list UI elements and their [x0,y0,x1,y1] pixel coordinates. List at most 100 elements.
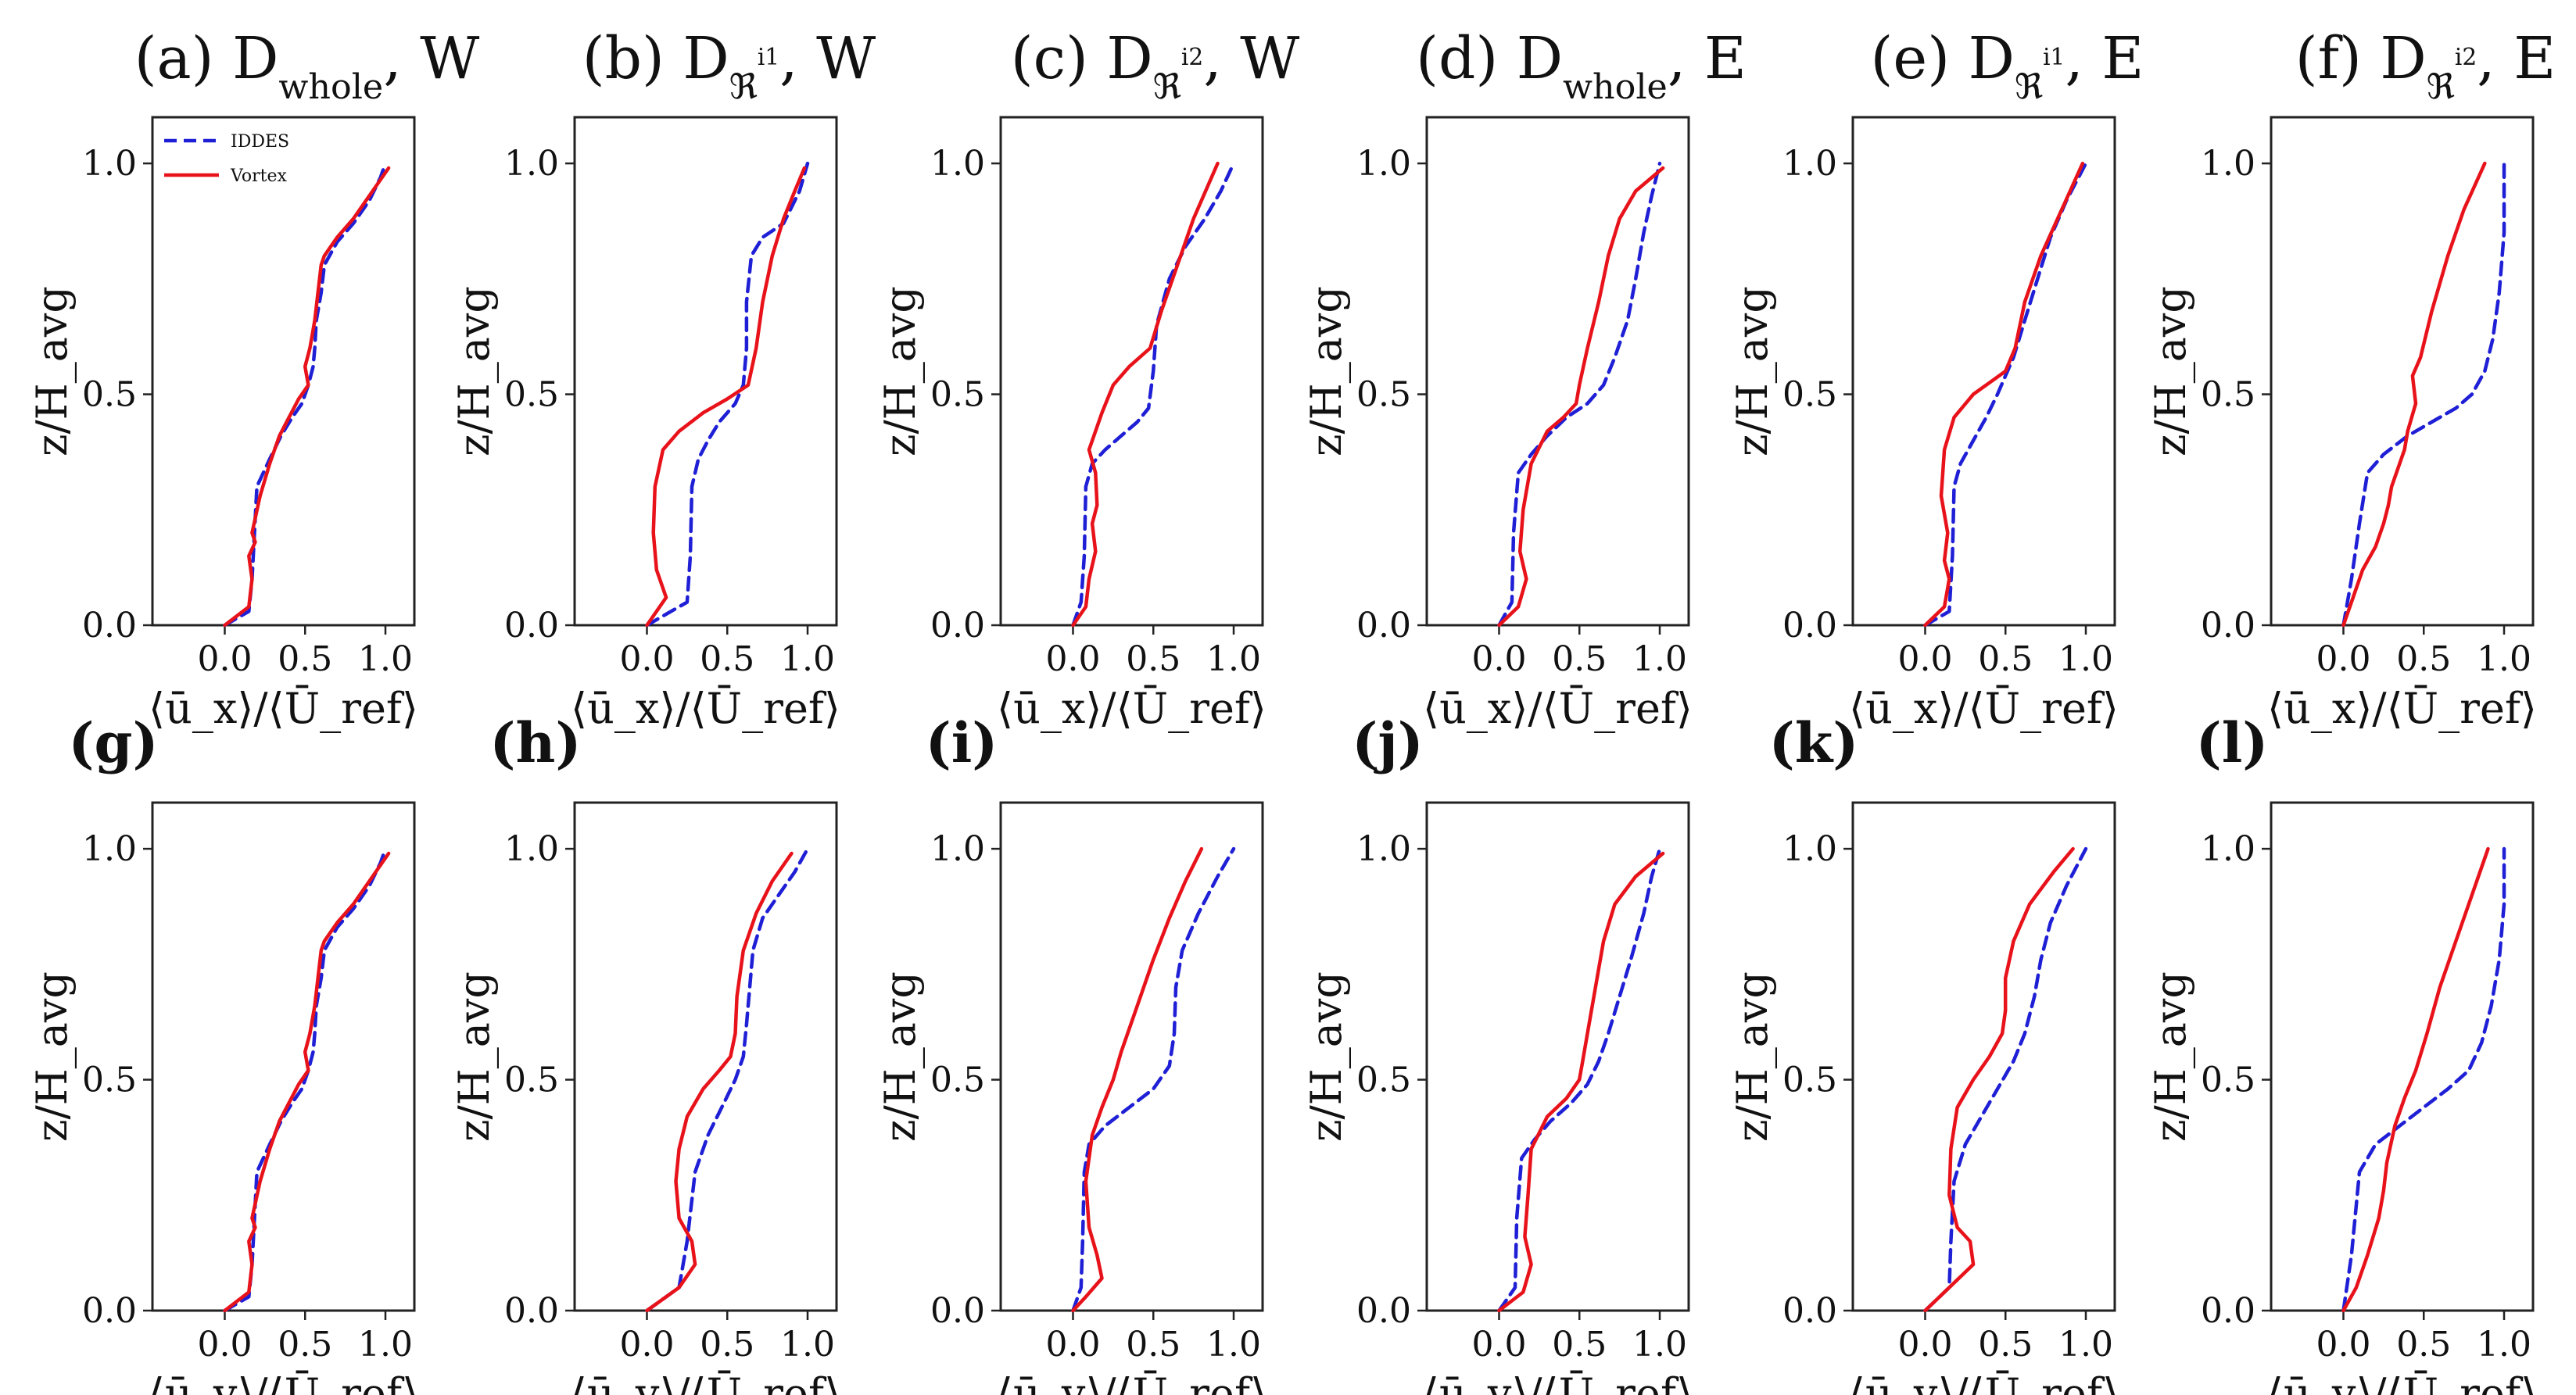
y-axis-label-f: z/H_avg [2146,286,2195,456]
series-vortex-f [2341,161,2487,628]
panel-k: (k) 0.0 0.5 1.0 0.0 0.5 1.0 z/H_avg ⟨ū_y⟩/⟨Ū_ref… [1728,710,2119,1395]
y-tick-label-i-0: 0.0 [930,1291,985,1331]
legend: IDDES Vortex [164,132,289,186]
panel-j: (j) 0.0 0.5 1.0 0.0 0.5 1.0 z/H_avg ⟨ū_y⟩/⟨Ū_ref… [1302,710,1693,1395]
x-tick-label-c-1: 0.5 [1126,639,1181,679]
y-axis-label-k: z/H_avg [1728,971,1777,1142]
x-axis-label-j: ⟨ū_y⟩/⟨Ū_ref⟩ [1423,1369,1693,1395]
x-axis-label-h: ⟨ū_y⟩/⟨Ū_ref⟩ [571,1369,840,1395]
series-iddes-c [1071,161,1236,628]
y-tick-label-a-1: 0.5 [82,375,137,415]
x-tick-label-e-0: 0.0 [1897,639,1952,679]
x-tick-label-i-1: 0.5 [1126,1325,1181,1365]
panel-title-h: (h) [489,710,581,775]
panel-title-e: (e) Dℜi1, E [1871,25,2144,107]
plot-frame-i [999,801,1264,1312]
y-tick-label-i-2: 1.0 [930,829,985,869]
x-tick-label-g-1: 0.5 [278,1325,332,1365]
plot-frame-j [1425,801,1690,1312]
x-axis-label-c: ⟨ū_x⟩/⟨Ū_ref⟩ [997,684,1267,733]
y-tick-label-g-0: 0.0 [82,1291,137,1331]
y-tick-label-f-1: 0.5 [2201,375,2255,415]
series-vortex-h [645,851,794,1313]
x-tick-label-h-0: 0.0 [619,1325,674,1365]
x-tick-label-g-2: 1.0 [358,1325,413,1365]
x-tick-label-f-0: 0.0 [2316,639,2370,679]
x-tick-label-j-2: 1.0 [1632,1325,1687,1365]
y-tick-label-b-1: 0.5 [504,375,559,415]
x-axis-label-g: ⟨ū_y⟩/⟨Ū_ref⟩ [149,1369,418,1395]
y-tick-label-j-1: 0.5 [1356,1061,1411,1100]
panel-i: (i) 0.0 0.5 1.0 0.0 0.5 1.0 z/H_avg ⟨ū_y⟩/⟨Ū_ref… [876,710,1267,1395]
series-iddes-i [1071,846,1236,1313]
panel-title-b: (b) Dℜi1, W [582,25,876,107]
y-tick-label-k-0: 0.0 [1782,1291,1837,1331]
series-vortex-a [223,166,391,628]
y-axis-label-g: z/H_avg [27,971,77,1142]
x-tick-label-c-0: 0.0 [1045,639,1100,679]
x-tick-label-j-1: 0.5 [1552,1325,1607,1365]
y-tick-label-d-0: 0.0 [1356,606,1411,646]
legend-label-iddes: IDDES [231,132,289,152]
plot-frame-k [1851,801,2116,1312]
panel-title-g: (g) [68,710,158,775]
x-tick-label-j-0: 0.0 [1471,1325,1526,1365]
y-tick-label-d-2: 1.0 [1356,144,1411,184]
y-tick-label-c-1: 0.5 [930,375,985,415]
y-tick-label-h-1: 0.5 [504,1061,559,1100]
y-axis-label-i: z/H_avg [876,971,925,1142]
panel-title-j: (j) [1352,710,1424,775]
y-tick-label-a-0: 0.0 [82,606,137,646]
panel-a: (a) Dwhole, W 0.0 0.5 1.0 0.0 0.5 1.0 z/H_avg ⟨ū… [27,25,479,733]
y-axis-label-a: z/H_avg [27,286,77,456]
y-tick-label-j-0: 0.0 [1356,1291,1411,1331]
x-tick-label-g-0: 0.0 [197,1325,252,1365]
series-vortex-l [2341,846,2490,1313]
y-tick-label-a-2: 1.0 [82,144,137,184]
x-tick-label-e-1: 0.5 [1978,639,2033,679]
plot-frame-d [1425,116,1690,627]
panel-title-f: (f) Dℜi2, E [2295,25,2556,107]
y-tick-label-e-2: 1.0 [1782,144,1837,184]
plot-frame-l [2270,801,2535,1312]
x-axis-label-d: ⟨ū_x⟩/⟨Ū_ref⟩ [1423,684,1693,733]
panel-title-k: (k) [1769,710,1859,775]
y-tick-label-b-0: 0.0 [504,606,559,646]
x-tick-label-d-1: 0.5 [1552,639,1607,679]
series-iddes-g [223,846,388,1313]
x-tick-label-l-2: 1.0 [2477,1325,2531,1365]
x-tick-label-b-0: 0.0 [619,639,674,679]
plot-frame-g [151,801,416,1312]
y-tick-label-c-0: 0.0 [930,606,985,646]
y-tick-label-f-2: 1.0 [2201,144,2255,184]
x-axis-label-l: ⟨ū_y⟩/⟨Ū_ref⟩ [2267,1369,2537,1395]
y-tick-label-h-0: 0.0 [504,1291,559,1331]
y-axis-label-b: z/H_avg [450,286,499,456]
y-tick-label-j-2: 1.0 [1356,829,1411,869]
x-tick-label-b-1: 0.5 [700,639,754,679]
x-tick-label-h-2: 1.0 [780,1325,835,1365]
x-tick-label-a-1: 0.5 [278,639,332,679]
panel-title-i: (i) [926,710,998,775]
x-tick-label-b-2: 1.0 [780,639,835,679]
plot-frame-b [573,116,838,627]
series-iddes-l [2341,846,2506,1313]
y-tick-label-h-2: 1.0 [504,829,559,869]
series-vortex-e [1923,161,2085,628]
x-axis-label-f: ⟨ū_x⟩/⟨Ū_ref⟩ [2267,684,2537,733]
y-tick-label-k-2: 1.0 [1782,829,1837,869]
y-tick-label-l-0: 0.0 [2201,1291,2255,1331]
x-tick-label-d-0: 0.0 [1471,639,1526,679]
panel-h: (h) 0.0 0.5 1.0 0.0 0.5 1.0 z/H_avg ⟨ū_y⟩/⟨Ū_ref… [450,710,840,1395]
x-tick-label-h-1: 0.5 [700,1325,754,1365]
x-tick-label-i-0: 0.0 [1045,1325,1100,1365]
series-vortex-k [1923,846,2075,1313]
y-tick-label-d-1: 0.5 [1356,375,1411,415]
y-tick-label-f-0: 0.0 [2201,606,2255,646]
x-axis-label-k: ⟨ū_y⟩/⟨Ū_ref⟩ [1849,1369,2119,1395]
panel-b: (b) Dℜi1, W 0.0 0.5 1.0 0.0 0.5 1.0 z/H_avg ⟨ū_x… [450,25,876,733]
series-vortex-d [1497,166,1665,628]
y-tick-label-g-2: 1.0 [82,829,137,869]
plot-frame-h [573,801,838,1312]
series-vortex-g [223,851,391,1313]
